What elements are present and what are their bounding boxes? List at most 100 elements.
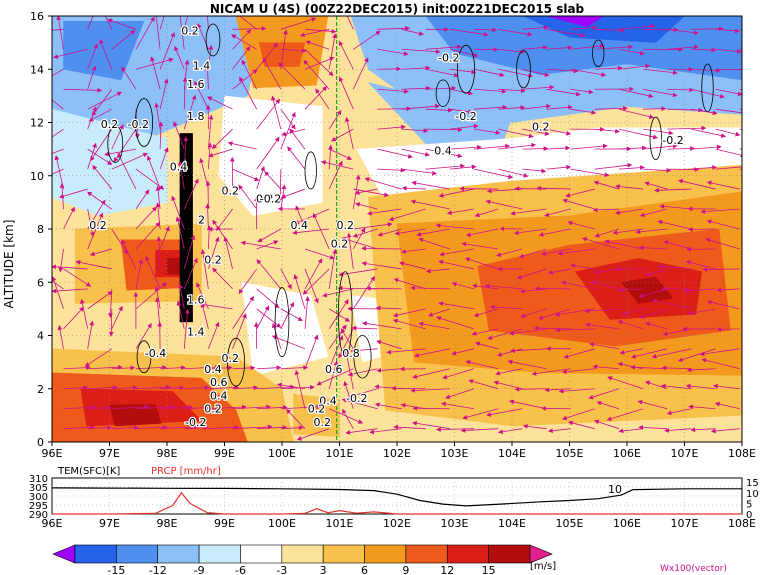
wind-vector: [58, 188, 88, 199]
wind-vector: [338, 76, 354, 110]
wind-vector: [159, 16, 165, 30]
wind-vector: [183, 178, 199, 210]
wind-vector: [177, 160, 185, 190]
wind-vector: [516, 268, 547, 280]
wind-vector: [715, 28, 740, 34]
x-tick-label: 102E: [383, 447, 411, 460]
wind-vector: [465, 360, 499, 370]
wind-vector: [594, 268, 620, 275]
wind-vector: [546, 68, 579, 74]
wind-vector: [87, 148, 113, 165]
wind-vector: [303, 59, 330, 90]
colorbar-label: 3: [320, 564, 327, 575]
wind-vector: [87, 65, 97, 90]
wind-vector: [241, 59, 258, 90]
wind-vector: [618, 145, 647, 151]
wind-vector: [584, 308, 619, 314]
wind-vector: [365, 286, 402, 291]
wind-vector: [208, 385, 240, 390]
contour-label: 0.2: [308, 403, 326, 416]
wind-vector: [435, 223, 475, 230]
wind-vector: [637, 399, 668, 410]
wind-vector: [654, 187, 692, 193]
wind-vector: [507, 359, 547, 370]
wind-vector: [208, 148, 233, 158]
wind-vector: [706, 219, 740, 230]
wind-vector: [401, 185, 426, 191]
wind-vector: [607, 376, 644, 390]
wind-vector: [256, 384, 296, 390]
wind-vector: [52, 28, 64, 31]
wind-vector: [691, 47, 717, 53]
prcp-tick-label: 10: [746, 489, 759, 500]
wind-vector: [596, 400, 620, 410]
wind-vector: [328, 109, 342, 130]
wind-vector: [486, 408, 523, 417]
wind-vector: [446, 208, 475, 216]
wind-vector: [685, 260, 716, 270]
wind-vector: [302, 268, 330, 295]
wind-vector: [160, 404, 194, 410]
wind-vector: [416, 228, 450, 237]
wind-vector: [401, 148, 431, 157]
wind-vector: [63, 404, 97, 410]
wind-vector: [256, 405, 288, 410]
wind-vector: [176, 300, 185, 329]
wind-vector: [183, 16, 189, 30]
wind-vector: [445, 388, 475, 400]
wind-vector: [449, 28, 489, 37]
wind-vector: [154, 285, 161, 309]
surface-x-tick-label: 98E: [157, 517, 178, 530]
wind-vector: [183, 234, 196, 270]
wind-vector: [160, 385, 185, 391]
wind-vector: [546, 104, 573, 110]
wind-vector: [304, 258, 323, 290]
contour-label: 0.2: [331, 238, 349, 251]
wind-vector: [688, 404, 716, 410]
wind-vector: [174, 45, 185, 70]
wind-vector: [63, 424, 96, 430]
wind-vector: [135, 322, 152, 350]
wind-vector: [79, 298, 89, 329]
w-contours: 0.20.20.4-0.2-0.20.20.4 0.20.2-0.20.2-0.2…: [88, 23, 714, 430]
surface-x-tick-label: 104E: [498, 517, 526, 530]
w-contour: [134, 98, 154, 147]
wind-vector: [715, 88, 742, 97]
wind-vector: [117, 152, 137, 190]
wind-vector: [184, 364, 221, 370]
wind-vector: [75, 260, 112, 270]
wind-vector: [581, 237, 620, 250]
wind-vector: [87, 208, 95, 238]
wind-vector: [155, 202, 161, 230]
colorbar-label: 12: [440, 564, 454, 575]
x-tick-label: 108E: [728, 447, 756, 460]
contour-label: 0.2: [256, 192, 274, 205]
wind-vector: [418, 321, 450, 330]
field-region: [63, 21, 145, 81]
wind-vector: [175, 216, 185, 250]
wind-vector: [63, 385, 89, 391]
wind-vector: [183, 308, 190, 349]
w-contour: [136, 340, 152, 374]
wind-vector: [52, 68, 64, 77]
wind-vector: [739, 28, 742, 31]
colorbar-box: [116, 544, 159, 564]
w-contour: [226, 337, 246, 387]
wind-vector: [352, 275, 375, 310]
tem-series-line: [51, 487, 742, 507]
wind-vector: [701, 358, 740, 370]
wind-vector: [58, 248, 64, 273]
wind-vector: [513, 228, 547, 236]
w-contour: [649, 116, 662, 161]
wind-vector: [63, 365, 91, 371]
contour-label: 1.6: [187, 78, 205, 91]
x-tick-labels: 96E 97E 98E 99E 100E 101E 102E 103E 104E 105E 106E…: [42, 442, 756, 460]
wind-vector: [594, 106, 628, 111]
wind-vector: [635, 228, 668, 235]
wind-vector: [439, 248, 475, 257]
contour-label: 0.2: [204, 254, 222, 267]
wind-vector: [367, 208, 402, 216]
surface-x-tick-labels: 96E 97E 98E 99E 100E 101E 102E 103E 104E 105E 106E…: [42, 517, 756, 530]
wind-vector: [87, 385, 118, 390]
